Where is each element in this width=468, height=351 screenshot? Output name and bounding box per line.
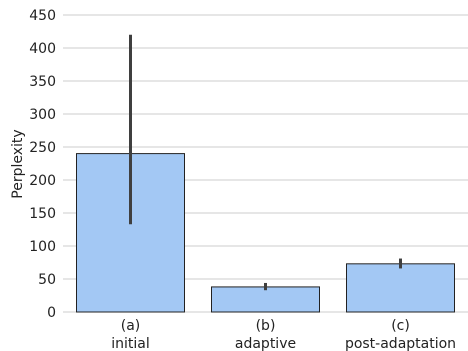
y-tick-label: 450 [29,8,56,24]
y-tick-label: 250 [29,140,56,156]
y-tick-label: 350 [29,74,56,90]
bar [346,263,455,313]
y-tick-label: 150 [29,206,56,222]
x-tick-label: (c) [391,318,410,334]
y-tick-label: 0 [47,305,56,321]
error-bars [129,34,402,291]
y-tick-label: 300 [29,107,56,123]
y-axis-ticks: 0 50 100 150 200 250 300 350 400 450 [29,8,56,321]
x-tick-label: (a) [121,318,141,334]
y-tick-label: 200 [29,173,56,189]
bar [211,286,320,313]
x-tick-label: initial [111,336,150,351]
y-axis-label: Perplexity [10,129,26,198]
y-tick-label: 50 [38,272,56,288]
x-tick-label: post-adaptation [345,336,456,351]
x-tick-label: (b) [256,318,276,334]
y-tick-label: 100 [29,239,56,255]
y-tick-label: 400 [29,41,56,57]
x-tick-label: adaptive [235,336,296,351]
x-axis-ticks: (a) initial (b) adaptive (c) post-adaptation [111,318,456,351]
